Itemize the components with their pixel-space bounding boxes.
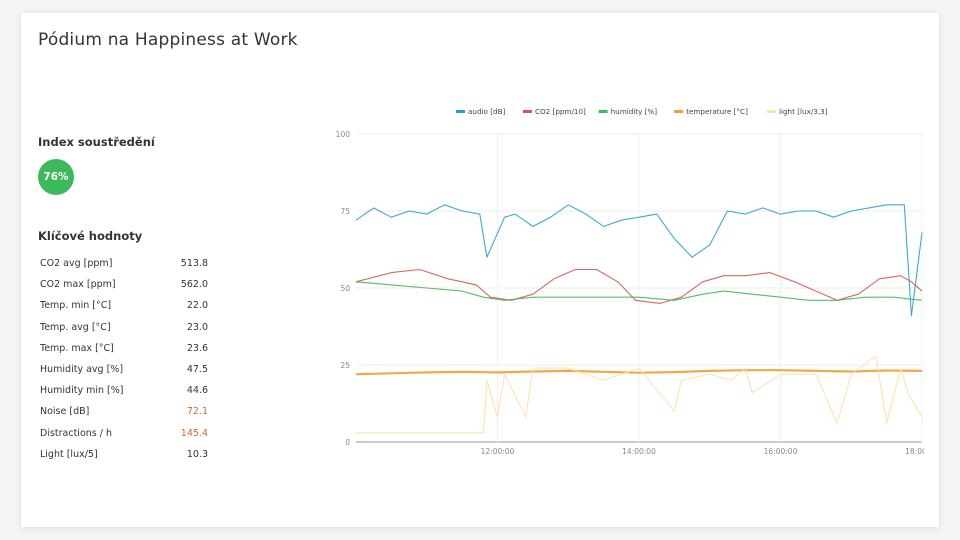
key-value-row: CO2 avg [ppm] 513.8 [40, 253, 208, 274]
legend-swatch [598, 110, 608, 113]
key-value-row: Temp. max [°C] 23.6 [40, 338, 208, 359]
key-value-name: CO2 avg [ppm] [40, 258, 113, 270]
legend-swatch [523, 110, 532, 113]
y-tick-label: 100 [336, 130, 351, 139]
series-line-3 [355, 369, 923, 376]
key-value-value: 23.0 [186, 321, 208, 333]
series-line-1 [355, 268, 923, 304]
y-tick-label: 0 [345, 438, 350, 447]
key-value-name: Light [lux/5] [40, 448, 98, 460]
y-tick-label: 25 [340, 361, 350, 370]
y-tick-label: 75 [340, 207, 350, 216]
series-line-2 [355, 281, 923, 301]
page-title: Pódium na Happiness at Work [38, 30, 298, 50]
key-values-label: Klíčové hodnoty [38, 229, 143, 243]
key-value-value: 10.3 [186, 448, 208, 460]
sensor-chart-svg: 0 25 50 75 100 12:00:00 14:00:00 16:00:00 18:00:… [336, 107, 939, 456]
y-tick-label: 50 [340, 284, 350, 293]
legend-entry: humidity [%] [611, 107, 658, 116]
legend-swatch [767, 110, 776, 113]
key-value-name: Temp. avg [°C] [40, 321, 111, 333]
key-value-name: CO2 max [ppm] [40, 279, 116, 291]
series-line-0 [355, 204, 923, 317]
key-value-value: 513.8 [180, 258, 208, 270]
key-value-value: 23.6 [186, 342, 208, 354]
key-value-name: Noise [dB] [40, 406, 90, 418]
legend-entry: temperature [°C] [686, 107, 748, 116]
key-value-row: Humidity avg [%] 47.5 [40, 359, 208, 380]
focus-index-badge: 76% [38, 159, 74, 195]
key-values-table: CO2 avg [ppm] 513.8 CO2 max [ppm] 562.0 Temp… [40, 253, 208, 465]
focus-index-label: Index soustředění [38, 135, 155, 149]
legend-swatch [674, 110, 684, 113]
key-value-value: 145.4 [180, 427, 208, 439]
legend-entry: light [lux/3,3] [779, 107, 828, 116]
key-value-name: Temp. min [°C] [40, 300, 112, 312]
key-value-row: Light [lux/5] 10.3 [40, 444, 208, 465]
key-value-name: Humidity avg [%] [40, 364, 124, 376]
key-value-value: 22.0 [186, 300, 208, 312]
key-value-name: Humidity min [%] [40, 385, 124, 397]
x-tick-label: 16:00:00 [764, 447, 798, 456]
key-value-value: 562.0 [180, 279, 208, 291]
x-tick-label: 18:00:00 [905, 447, 924, 456]
dashboard-card: Pódium na Happiness at Work Index soustř… [21, 13, 939, 527]
key-value-name: Temp. max [°C] [40, 342, 114, 354]
x-tick-label: 14:00:00 [622, 447, 656, 456]
x-tick-label: 12:00:00 [481, 447, 515, 456]
key-value-name: Distractions / h [40, 427, 112, 439]
key-value-row: Noise [dB] 72.1 [40, 401, 208, 422]
key-value-row: Humidity min [%] 44.6 [40, 380, 208, 401]
key-value-row: Distractions / h 145.4 [40, 423, 208, 444]
sensor-chart: 0 25 50 75 100 12:00:00 14:00:00 16:00:00 18:00:… [304, 88, 939, 468]
key-value-value: 47.5 [186, 364, 208, 376]
legend-entry: audio [dB] [468, 107, 505, 116]
legend-swatch [456, 110, 465, 113]
key-value-value: 72.1 [186, 406, 208, 418]
key-value-row: Temp. min [°C] 22.0 [40, 295, 208, 316]
key-value-value: 44.6 [186, 385, 208, 397]
key-value-row: CO2 max [ppm] 562.0 [40, 274, 208, 295]
series-line-4 [356, 355, 923, 434]
key-value-row: Temp. avg [°C] 23.0 [40, 317, 208, 338]
legend-entry: CO2 [ppm/10] [535, 107, 586, 116]
